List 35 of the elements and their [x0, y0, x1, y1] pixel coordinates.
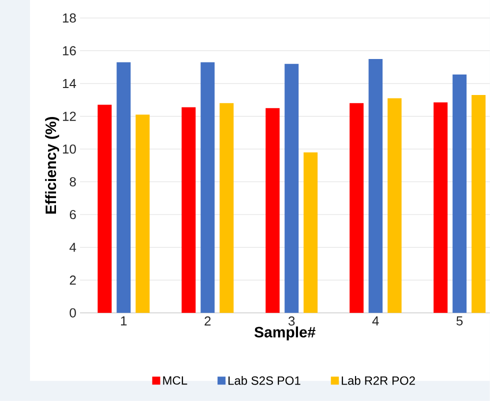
bar	[220, 103, 234, 313]
bar	[304, 152, 318, 313]
legend-label: Lab S2S PO1	[228, 376, 300, 385]
bar	[472, 95, 486, 313]
bar	[266, 108, 280, 313]
y-tick-label: 14	[62, 79, 76, 88]
bar	[98, 104, 112, 313]
y-tick-label: 6	[70, 210, 76, 220]
y-tick-label: 10	[62, 144, 76, 154]
x-tick-label: 3	[288, 316, 295, 326]
x-tick-label: 1	[121, 316, 127, 326]
bar	[116, 62, 131, 313]
x-axis-title: Sample#	[254, 326, 316, 341]
bar	[368, 59, 383, 313]
bar	[284, 64, 299, 313]
y-tick-label: 8	[70, 177, 76, 186]
y-axis-title: Efficiency (%)	[45, 117, 60, 214]
x-tick-label: 4	[372, 316, 379, 326]
bar	[200, 62, 215, 313]
legend-label: Lab R2R PO2	[342, 376, 415, 385]
y-tick-label: 2	[70, 276, 76, 285]
y-tick-label: 0	[70, 308, 76, 318]
y-tick-label: 4	[70, 242, 76, 252]
bar	[452, 74, 467, 313]
x-tick-label: 5	[456, 316, 463, 326]
bar	[388, 98, 402, 313]
bar	[182, 107, 196, 313]
y-tick-label: 18	[62, 13, 76, 23]
x-tick-label: 2	[204, 316, 211, 326]
y-tick-label: 12	[62, 112, 76, 121]
bar	[136, 114, 150, 313]
bar	[434, 102, 448, 313]
y-tick-label: 16	[62, 46, 76, 56]
bar	[350, 103, 364, 313]
legend-label: MCL	[163, 376, 188, 385]
